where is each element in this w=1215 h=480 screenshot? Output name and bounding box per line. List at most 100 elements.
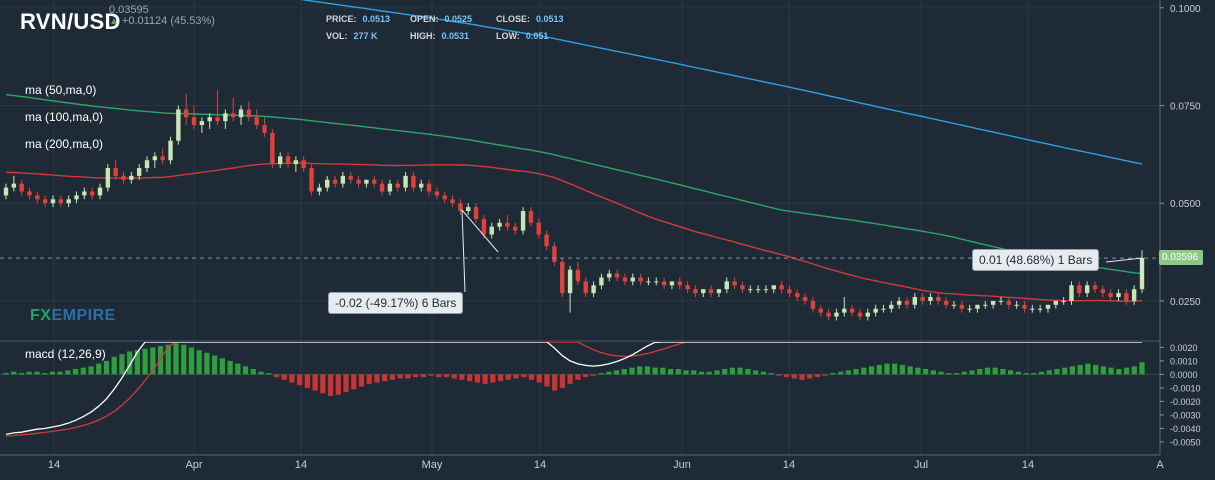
macd-histogram-bar <box>304 374 310 388</box>
candle-body <box>356 179 361 184</box>
macd-histogram-bar <box>667 369 674 375</box>
macd-histogram-bar <box>88 366 94 375</box>
last-price-value: 0.03595 <box>109 4 149 16</box>
macd-histogram-bar <box>606 371 612 375</box>
macd-histogram-bar <box>374 374 380 383</box>
candle-body <box>693 289 698 294</box>
candle-body <box>466 207 471 212</box>
candle-body <box>387 183 393 192</box>
annotation-drop[interactable]: -0.02 (-49.17%) 6 Bars <box>328 292 464 314</box>
candle-body <box>199 121 205 126</box>
macd-histogram-bar <box>621 369 627 375</box>
y-tick-label: 0.1000 <box>1170 4 1201 15</box>
macd-histogram-bar <box>745 369 751 375</box>
candle-body <box>136 168 142 176</box>
macd-histogram-bar <box>397 374 403 379</box>
macd-histogram-bar <box>1031 373 1037 375</box>
candle-body <box>654 281 659 283</box>
up-arrow-icon: ▲ <box>109 16 119 27</box>
ohlc-vol: VOL: 277 K <box>326 31 378 41</box>
last-price: 0.03595 <box>109 4 149 16</box>
candle-body <box>943 300 949 305</box>
macd-histogram-bar <box>1015 371 1021 375</box>
macd-histogram-bar <box>467 374 473 382</box>
candle-body <box>1045 304 1051 309</box>
macd-histogram-bar <box>281 374 287 380</box>
macd-histogram-bar <box>946 373 952 375</box>
macd-histogram-bar <box>722 369 728 375</box>
macd-line <box>5 342 1142 436</box>
macd-histogram-bar <box>691 370 697 375</box>
candle-body <box>35 195 40 200</box>
candle-body <box>285 156 291 165</box>
annotation-rise[interactable]: 0.01 (48.68%) 1 Bars <box>972 249 1100 271</box>
candle-body <box>583 281 588 294</box>
candle-body <box>560 261 565 294</box>
macd-histogram-bar <box>838 371 844 375</box>
candle-body <box>936 297 941 301</box>
ohlc-value: 0.0531 <box>441 31 470 41</box>
candle-body <box>677 281 682 286</box>
ma200-label[interactable]: ma (200,ma,0) <box>25 137 104 151</box>
candle-body <box>270 132 275 165</box>
y-tick-label: 0.0500 <box>1170 199 1201 210</box>
macd-histogram-bar <box>1062 367 1068 375</box>
candle-body <box>552 246 557 262</box>
macd-histogram-bar <box>907 366 913 375</box>
candle-body <box>818 308 823 313</box>
macd-histogram-bar <box>3 373 9 375</box>
ma50-line <box>299 0 1143 165</box>
macd-histogram-bar <box>845 370 851 375</box>
candle-body <box>528 211 534 223</box>
candle-body <box>865 312 870 317</box>
macd-histogram-bar <box>490 374 496 383</box>
candle-body <box>19 183 24 192</box>
macd-histogram-bar <box>961 371 967 375</box>
macd-histogram-bar <box>1000 369 1006 375</box>
candle-body <box>622 277 628 282</box>
macd-histogram-bar <box>451 374 457 379</box>
macd-histogram-bar <box>173 343 179 375</box>
macd-histogram-bar <box>212 355 218 375</box>
ohlc-value: 0.0513 <box>362 14 391 24</box>
macd-histogram-bar <box>753 370 759 375</box>
macd-histogram-bar <box>1093 364 1099 375</box>
macd-histogram-bar <box>327 374 334 396</box>
candle-body <box>1084 285 1090 294</box>
macd-histogram-bar <box>575 374 581 380</box>
ohlc-label: VOL: <box>326 31 348 41</box>
ma50-label[interactable]: ma (50,ma,0) <box>25 83 97 97</box>
macd-histogram-bar <box>111 356 117 375</box>
candle-body <box>755 289 761 291</box>
candle-body <box>513 226 518 231</box>
x-tick-label: Apr <box>185 459 202 471</box>
price-change: ▲ +0.01124 (45.53%) <box>109 15 215 27</box>
ma200-line <box>5 162 1143 302</box>
ohlc-value: 277 K <box>353 31 378 41</box>
macd-histogram-bar <box>1008 370 1014 375</box>
ohlc-label: OPEN: <box>410 14 439 24</box>
macd-histogram-bar <box>776 374 782 376</box>
ohlc-label: PRICE: <box>326 14 357 24</box>
candle-body <box>317 187 322 192</box>
ohlc-label: LOW: <box>496 31 520 41</box>
macd-label[interactable]: macd (12,26,9) <box>25 347 106 361</box>
ma100-label[interactable]: ma (100,ma,0) <box>25 110 104 124</box>
candle-body <box>732 281 737 286</box>
candle-body <box>889 304 894 309</box>
macd-histogram-bar <box>1116 369 1122 375</box>
macd-tick-label: 0.0000 <box>1170 370 1198 380</box>
macd-histogram-bar <box>312 374 318 391</box>
macd-histogram-bar <box>629 367 635 375</box>
x-tick-label: 14 <box>1022 459 1034 471</box>
candle-body <box>990 300 996 305</box>
macd-histogram-bar <box>637 366 643 375</box>
chart-header: RVN/USD <box>20 9 121 35</box>
candle-body <box>983 304 988 306</box>
candle-body <box>607 273 612 278</box>
macd-histogram-bar <box>544 374 550 387</box>
macd-histogram-bar <box>830 373 836 375</box>
candle-body <box>544 234 549 247</box>
x-tick-label: A <box>1156 459 1164 471</box>
macd-histogram-bar <box>729 367 736 375</box>
